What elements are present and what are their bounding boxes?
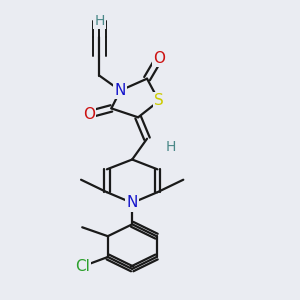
- Text: N: N: [127, 195, 138, 210]
- Text: N: N: [115, 83, 126, 98]
- Text: O: O: [83, 107, 95, 122]
- Text: S: S: [154, 94, 164, 109]
- Text: H: H: [94, 14, 105, 28]
- Text: H: H: [166, 140, 176, 154]
- Text: Cl: Cl: [75, 259, 90, 274]
- Text: O: O: [153, 51, 165, 66]
